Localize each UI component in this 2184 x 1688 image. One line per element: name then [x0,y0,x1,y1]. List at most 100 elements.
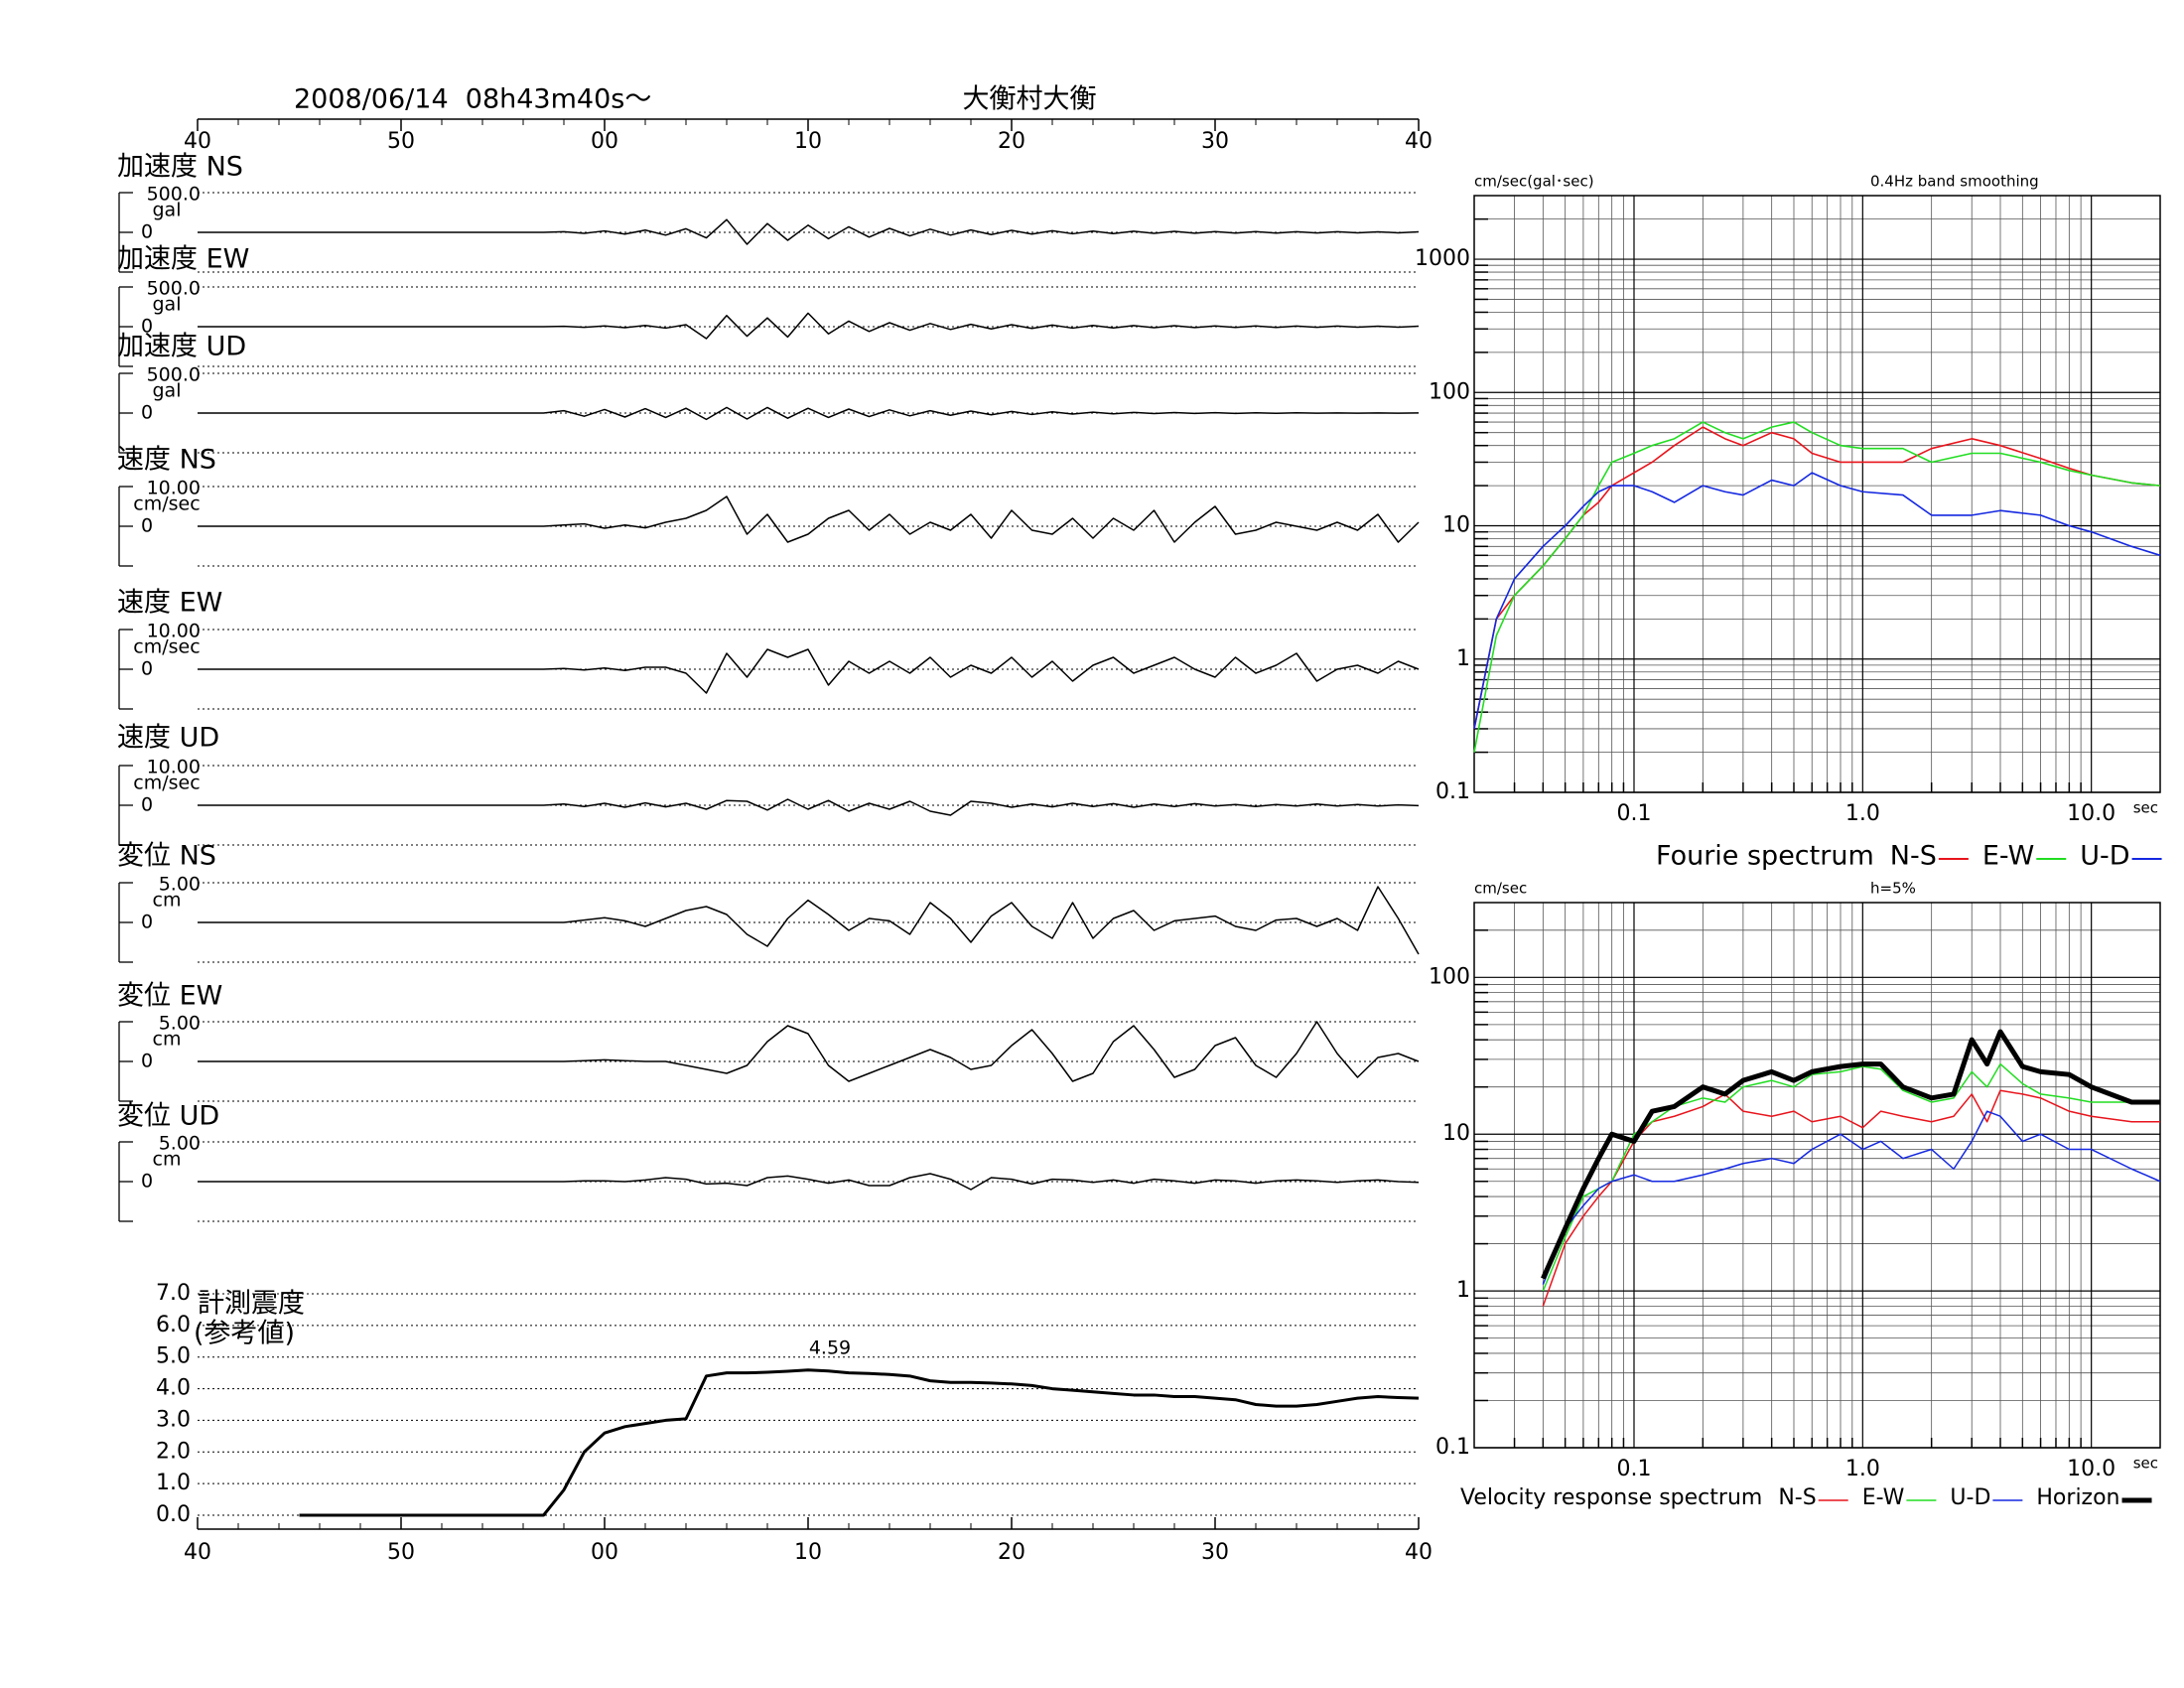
y-tick-label: 100 [1429,964,1470,989]
trace-unit: cm [153,1149,182,1171]
x-tick-label: 50 [387,1540,415,1565]
trace-name: 変位 EW [117,981,222,1012]
y-tick-label: 5.0 [156,1344,191,1369]
y-tick-label: 1 [1456,1278,1470,1303]
y-tick-label: 0 [141,402,153,424]
spectrum-line [1542,1089,2160,1307]
x-tick-label: 40 [1405,1540,1433,1565]
y-tick-label: 6.0 [156,1313,191,1337]
y-tick-label: 1 [1456,646,1470,671]
waveform-line [198,312,1420,340]
chart-subtitle: (参考値) [194,1319,295,1349]
y-tick-label: 500.0 [147,184,201,206]
legend-label: E-W [1982,841,2034,872]
y-tick-label: 500.0 [147,278,201,300]
y-tick-label: 3.0 [156,1407,191,1432]
x-tick-label: 10.0 [2067,801,2116,826]
y-tick-label: 10.00 [147,478,201,499]
y-tick-label: 0 [141,658,153,680]
waveform-line [198,406,1420,421]
y-tick-label: 1000 [1415,246,1470,271]
y-tick-label: 10 [1442,1121,1470,1146]
y-tick-label: 0 [141,515,153,537]
spectrum-line [1542,1062,2160,1292]
y-tick-label: 4.0 [156,1376,191,1401]
intensity-line [299,1368,1420,1517]
x-tick-label: 30 [1201,1540,1229,1565]
x-tick-label: 30 [1201,129,1229,154]
y-tick-label: 0.0 [156,1502,191,1527]
x-tick-label: 40 [1405,129,1433,154]
trace-name: 速度 NS [117,445,216,476]
trace-name: 加速度 NS [117,152,243,183]
y-tick-label: 10.00 [147,621,201,642]
trace-unit: gal [153,200,182,221]
waveform-line [198,648,1420,694]
x-tick-label: 10 [794,129,822,154]
trace-name: 速度 UD [117,723,219,754]
x-axis-label: sec [2133,799,2158,817]
y-tick-label: 10.00 [147,757,201,778]
x-tick-label: 40 [184,129,211,154]
y-tick-label: 5.00 [159,1133,201,1155]
waveform-line [198,886,1420,955]
trace-name: 加速度 UD [117,332,246,362]
y-tick-label: 1.0 [156,1471,191,1495]
trace-name: 速度 EW [117,588,222,619]
y-tick-label: 0 [141,1051,153,1072]
y-tick-label: 100 [1429,379,1470,404]
x-tick-label: 0.1 [1616,1457,1651,1481]
waveform-line [198,495,1420,543]
trace-unit: gal [153,380,182,402]
chart-title: 2008/06/14 08h43m40s～ [294,84,651,115]
trace-unit: gal [153,294,182,316]
y-tick-label: 5.00 [159,874,201,896]
spectrum-line [1541,1029,2160,1280]
station-name: 大衡村大衡 [963,84,1097,115]
trace-unit: cm [153,1029,182,1051]
y-tick-label: 0 [141,912,153,933]
peak-label: 4.59 [809,1336,851,1358]
waveform-line [198,1173,1420,1191]
plot-frame [1473,902,2161,1449]
trace-unit: cm/sec [133,636,200,658]
x-tick-label: 1.0 [1845,1457,1880,1481]
y-tick-label: 10 [1442,513,1470,538]
legend-label: N-S [1890,841,1937,872]
y-tick-label: 0 [141,316,153,338]
waveform-line [198,1021,1420,1082]
y-tick-label: 0.1 [1435,779,1470,804]
y-tick-label: 0 [141,794,153,816]
trace-unit: cm/sec [133,773,200,794]
legend-label: N-S [1778,1485,1816,1510]
annotation: h=5% [1870,880,1916,898]
trace-name: 加速度 EW [117,244,249,275]
trace-name: 変位 UD [117,1101,219,1132]
legend-label: U-D [2080,841,2129,872]
annotation: 0.4Hz band smoothing [1870,173,2039,191]
x-tick-label: 0.1 [1616,801,1651,826]
x-tick-label: 10 [794,1540,822,1565]
trace-unit: cm [153,890,182,912]
spectrum-line [1473,421,2161,753]
y-tick-label: 0.1 [1435,1435,1470,1460]
y-tick-label: 2.0 [156,1439,191,1464]
trace-unit: cm/sec [133,493,200,515]
plot-frame [1473,195,2161,793]
y-axis-label: cm/sec(gal･sec) [1474,173,1594,191]
legend-label: E-W [1862,1485,1905,1510]
legend-label: Horizon [2036,1485,2119,1510]
x-tick-label: 1.0 [1845,801,1880,826]
x-axis-label: sec [2133,1455,2158,1473]
y-tick-label: 500.0 [147,364,201,386]
x-tick-label: 20 [998,129,1025,154]
spectrum-line [1473,426,2161,730]
y-tick-label: 0 [141,221,153,243]
x-tick-label: 00 [591,1540,618,1565]
y-tick-label: 0 [141,1171,153,1193]
spectrum-line [1473,472,2161,730]
waveform-line [198,798,1420,816]
legend-title: Velocity response spectrum [1460,1485,1762,1510]
